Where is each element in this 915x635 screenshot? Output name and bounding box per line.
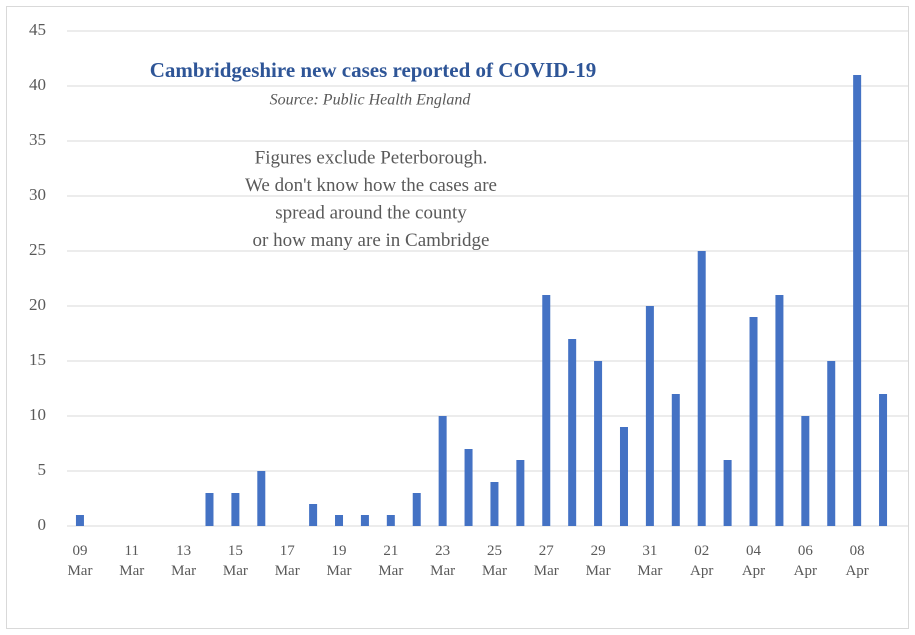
y-tick-label: 10: [29, 405, 46, 424]
bar: [360, 515, 369, 526]
bar: [412, 493, 421, 526]
bar: [879, 394, 888, 526]
bar: [671, 394, 680, 526]
x-tick-label: 08 Apr: [845, 543, 869, 579]
bar: [594, 361, 603, 526]
bar: [490, 482, 499, 526]
x-tick-label: 04 Apr: [741, 543, 766, 579]
bar: [75, 515, 84, 526]
y-tick-label: 30: [29, 185, 46, 204]
x-tick-label: 21 Mar: [378, 543, 404, 579]
bar: [801, 416, 810, 526]
x-tick-label: 27 Mar: [533, 543, 559, 579]
annotation: We don't know how the cases are: [245, 175, 497, 196]
annotation: Figures exclude Peterborough.: [255, 147, 488, 168]
x-tick-label: 31 Mar: [637, 543, 663, 579]
bar: [697, 251, 706, 526]
x-tick-label: 02 Apr: [690, 543, 714, 579]
bar: [853, 75, 862, 526]
bar: [516, 460, 525, 526]
x-tick-label: 13 Mar: [171, 543, 197, 579]
y-tick-label: 40: [29, 75, 46, 94]
chart-border: [6, 6, 909, 629]
bar: [775, 295, 784, 526]
bar: [257, 471, 266, 526]
bar: [335, 515, 344, 526]
y-tick-label: 15: [29, 350, 46, 369]
x-tick-label: 15 Mar: [222, 543, 248, 579]
bar: [464, 449, 473, 526]
x-tick-label: 25 Mar: [481, 543, 507, 579]
chart-subtitle: Source: Public Health England: [270, 92, 472, 109]
x-tick-label: 09 Mar: [67, 543, 93, 579]
bar: [723, 460, 732, 526]
chart-title: Cambridgeshire new cases reported of COV…: [150, 58, 597, 82]
bar: [619, 427, 628, 526]
y-tick-label: 35: [29, 130, 46, 149]
bar: [749, 317, 758, 526]
annotation: spread around the county: [275, 202, 467, 223]
bar: [386, 515, 395, 526]
bar: [645, 306, 654, 526]
bar: [568, 339, 577, 526]
bar: [438, 416, 447, 526]
bar: [542, 295, 551, 526]
y-tick-label: 0: [38, 515, 47, 534]
y-tick-label: 5: [38, 460, 47, 479]
bar: [205, 493, 214, 526]
x-tick-label: 29 Mar: [585, 543, 611, 579]
y-tick-label: 45: [29, 20, 46, 39]
x-tick-label: 19 Mar: [326, 543, 352, 579]
x-tick-label: 17 Mar: [274, 543, 300, 579]
bar: [827, 361, 836, 526]
bar: [231, 493, 240, 526]
annotation: or how many are in Cambridge: [253, 230, 490, 251]
y-tick-label: 20: [29, 295, 46, 314]
bar: [309, 504, 318, 526]
y-tick-label: 25: [29, 240, 46, 259]
x-tick-label: 11 Mar: [119, 543, 145, 579]
x-tick-label: 06 Apr: [793, 543, 817, 579]
x-tick-label: 23 Mar: [430, 543, 456, 579]
